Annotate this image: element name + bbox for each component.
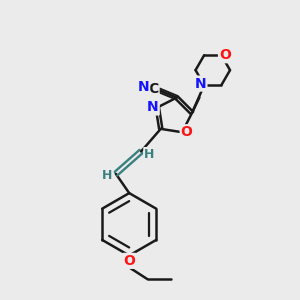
Text: O: O (181, 125, 193, 139)
Text: O: O (123, 254, 135, 268)
Text: N: N (195, 76, 206, 91)
Text: H: H (144, 148, 154, 161)
Text: N: N (138, 80, 149, 94)
Text: C: C (148, 82, 159, 96)
Text: H: H (102, 169, 113, 182)
Text: N: N (147, 100, 159, 115)
Text: O: O (219, 48, 231, 62)
